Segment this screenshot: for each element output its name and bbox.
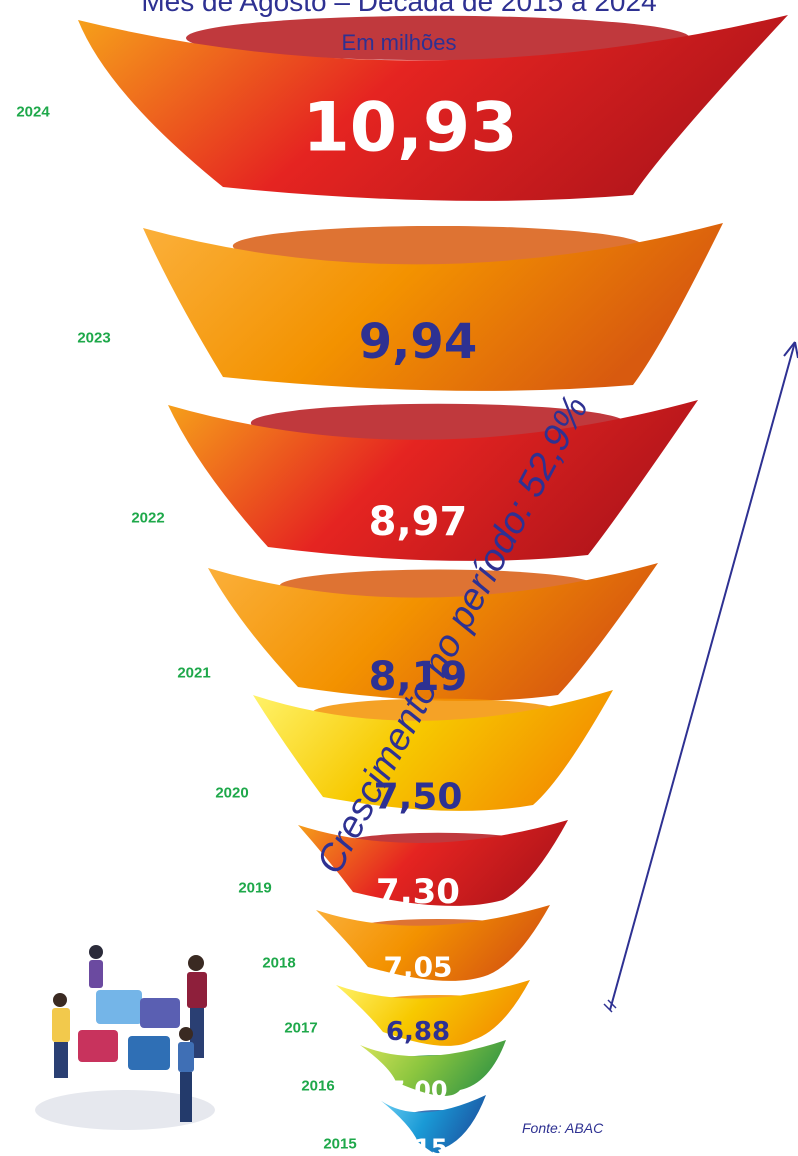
funnel-band-2022 (168, 400, 698, 561)
value-label-2023: 9,94 (358, 314, 478, 370)
person-4-body (178, 1042, 194, 1072)
value-label-2015: 7,15 (388, 1134, 448, 1156)
person-4-head (179, 1027, 193, 1041)
value-label-2021: 8,19 (368, 654, 468, 700)
illustration-shadow (35, 1090, 215, 1130)
year-label-2017: 2017 (284, 1019, 318, 1037)
person-2-legs (54, 1042, 68, 1078)
funnel-ribbon-2021 (208, 563, 658, 701)
year-label-2021: 2021 (177, 664, 211, 682)
funnel-band-2020 (253, 690, 613, 811)
person-1-head (89, 945, 103, 959)
funnel-ribbon-2022 (168, 400, 698, 561)
year-label-2016: 2016 (301, 1077, 335, 1095)
funnel-ribbon-2015 (380, 1095, 486, 1156)
person-2-head (53, 993, 67, 1007)
value-label-2020: 7,50 (373, 776, 463, 818)
funnel-band-2024 (78, 15, 788, 201)
funnel-band-2019 (298, 820, 568, 906)
year-label-2019: 2019 (238, 879, 272, 897)
person-3-head (188, 955, 204, 971)
funnel-band-2015 (380, 1095, 486, 1156)
year-label-2018: 2018 (262, 954, 296, 972)
value-label-2018: 7,05 (383, 950, 453, 984)
chart-title: Mês de Agosto – Década de 2015 a 2024 (141, 0, 657, 17)
value-label-2017: 6,88 (385, 1017, 451, 1047)
funnel-ribbon-2023 (143, 223, 723, 391)
value-label-2016: 7,00 (388, 1076, 448, 1104)
funnel-band-2018 (316, 905, 550, 981)
funnel-rim-2024 (186, 15, 690, 61)
funnel-ribbon-2019 (298, 820, 568, 906)
funnel-rim-2022 (250, 403, 626, 443)
funnel-band-2016 (360, 1040, 506, 1096)
year-label-2020: 2020 (215, 784, 249, 802)
funnel-ribbon-2018 (316, 905, 550, 981)
funnel-ribbon-2020 (253, 690, 613, 811)
source-note: Fonte: ABAC (522, 1120, 604, 1136)
team-puzzle-illustration (35, 945, 215, 1130)
year-label-2024: 2024 (16, 103, 50, 121)
funnel-ribbon-2016 (360, 1040, 506, 1096)
year-label-2022: 2022 (131, 509, 165, 527)
growth-arrow-line (609, 341, 796, 1011)
funnel-band-2017 (336, 980, 530, 1046)
person-4-legs (180, 1072, 192, 1122)
growth-arrow-tail (603, 999, 617, 1013)
puzzle-piece-darkblue (128, 1036, 170, 1070)
funnel-rim-2023 (232, 225, 644, 267)
funnel-ribbon-2024 (78, 15, 788, 201)
puzzle-piece-purple (140, 998, 180, 1028)
value-label-2019: 7,30 (376, 872, 460, 912)
value-label-2024: 10,93 (302, 88, 518, 168)
chart-subtitle: Em milhões (341, 30, 457, 55)
year-label-2015: 2015 (323, 1135, 357, 1153)
funnel-band-2023 (143, 223, 723, 391)
person-1-body (89, 960, 103, 988)
value-label-2022: 8,97 (368, 499, 468, 545)
person-3-body (187, 972, 207, 1008)
funnel-band-2021 (208, 563, 658, 701)
puzzle-piece-magenta (78, 1030, 118, 1062)
puzzle-piece-blue (96, 990, 142, 1024)
funnel-ribbon-2017 (336, 980, 530, 1046)
person-2-body (52, 1008, 70, 1042)
year-label-2023: 2023 (77, 329, 111, 347)
